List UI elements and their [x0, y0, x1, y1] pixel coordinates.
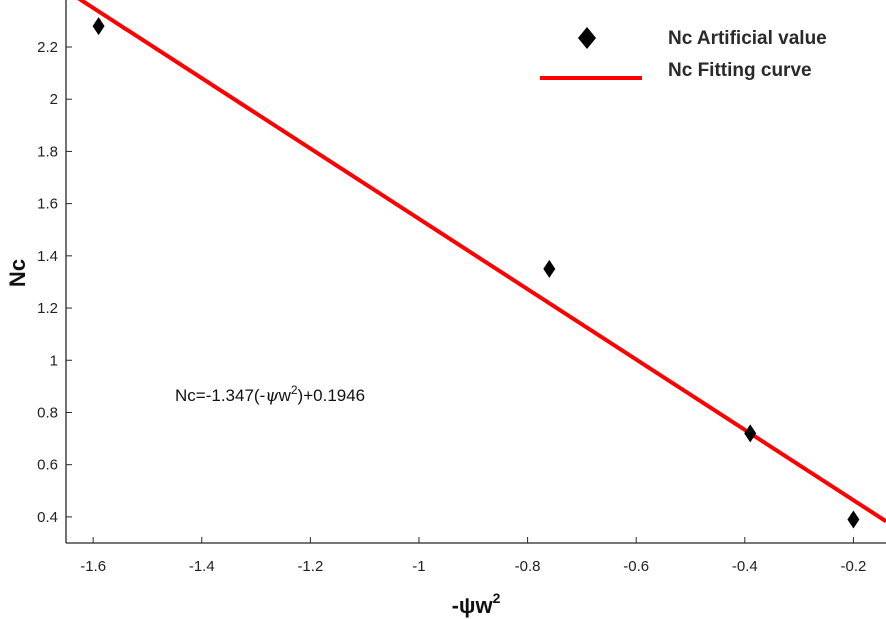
x-tick-label: -1: [412, 558, 425, 575]
y-tick-label: 1.8: [37, 143, 58, 160]
fit-equation-part-1: Nc=-1.347(-: [175, 386, 265, 405]
y-tick-label: 1.6: [37, 196, 58, 213]
data-point-diamond: [744, 424, 757, 443]
x-axis-title-text: -ψw: [452, 593, 494, 618]
data-point-diamond: [92, 17, 105, 36]
x-tick-label: -0.4: [732, 558, 758, 575]
legend-label-artificial: Nc Artificial value: [668, 28, 827, 49]
fit-equation: Nc=-1.347(-ψw2)+0.1946: [175, 383, 365, 406]
legend-label-fitting: Nc Fitting curve: [668, 60, 812, 81]
legend: Nc Artificial value Nc Fitting curve: [540, 27, 827, 81]
y-tick-label: 1.4: [37, 248, 58, 265]
y-ticks: 0.4 0.6 0.8 1 1.2 1.4 1.6 1.8 2 2.2: [37, 39, 72, 526]
y-tick-label: 1: [50, 352, 58, 369]
fit-equation-psi: ψ: [265, 386, 279, 406]
data-point-diamond: [847, 510, 860, 529]
x-tick-label: -0.6: [623, 558, 649, 575]
y-tick-label: 0.8: [37, 404, 58, 421]
y-tick-label: 2: [50, 91, 58, 108]
x-axis-title: -ψw2: [452, 590, 501, 618]
y-tick-label: 1.2: [37, 300, 58, 317]
y-axis-title: Nc: [5, 259, 30, 287]
x-tick-label: -0.8: [515, 558, 541, 575]
y-tick-label: 0.6: [37, 457, 58, 474]
data-point-diamond: [543, 259, 556, 278]
legend-diamond-marker: [578, 27, 596, 49]
fit-equation-exponent: 2: [291, 383, 298, 397]
x-tick-label: -1.6: [80, 558, 106, 575]
y-tick-label: 0.4: [37, 509, 58, 526]
x-axis-title-exponent: 2: [493, 590, 501, 606]
y-tick-label: 2.2: [37, 39, 58, 56]
x-tick-label: -1.4: [189, 558, 215, 575]
x-ticks: -1.6 -1.4 -1.2 -1 -0.8 -0.6 -0.4 -0.2: [80, 537, 866, 575]
plot-axes: [65, 0, 886, 544]
x-tick-label: -1.2: [297, 558, 323, 575]
x-tick-label: -0.2: [840, 558, 866, 575]
fit-equation-part-2: )+0.1946: [298, 386, 366, 405]
series-layer: [77, 0, 886, 529]
fit-equation-w: w: [278, 386, 292, 405]
